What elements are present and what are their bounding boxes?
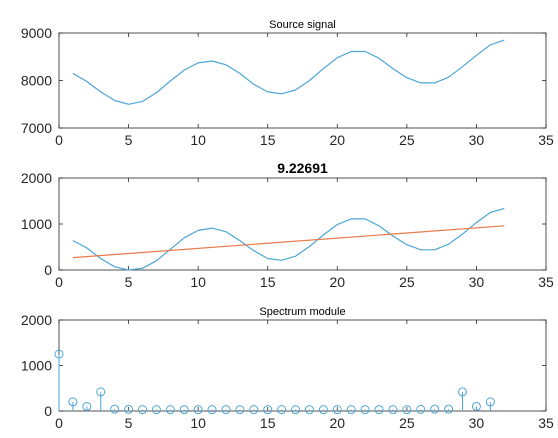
x-tick-label: 0 [55, 415, 63, 431]
stem-marker [263, 405, 273, 415]
x-tick-label: 25 [399, 274, 415, 290]
stem-marker [346, 405, 356, 415]
x-tick-label: 20 [329, 132, 345, 148]
y-tick-label: 1000 [21, 358, 52, 374]
stem-marker [68, 397, 78, 407]
axes-box [58, 177, 547, 271]
stem-marker [207, 405, 217, 415]
stem-marker [96, 387, 106, 397]
chart-title: Source signal [269, 19, 336, 31]
stem-marker [221, 405, 231, 415]
axes-panel-2: 9.22691 0 5 10 15 20 25 30 35 0 1000 2000 [21, 160, 554, 290]
stem-marker [318, 405, 328, 415]
chart-title: Spectrum module [259, 306, 345, 318]
stem-marker [249, 405, 259, 415]
stem-marker [430, 404, 440, 414]
stem-marker [291, 405, 301, 415]
stem-marker [124, 404, 134, 414]
x-tick-label: 15 [260, 274, 276, 290]
stem-marker [277, 405, 287, 415]
y-tick-label: 1000 [21, 216, 52, 232]
stem-marker [402, 405, 412, 415]
stem-marker [458, 387, 468, 397]
axes-box [58, 319, 547, 412]
x-tick-label: 10 [190, 274, 206, 290]
x-tick-label: 5 [125, 415, 133, 431]
stem-marker [471, 401, 481, 411]
x-tick-label: 0 [55, 132, 63, 148]
series-line-2 [72, 225, 505, 259]
x-tick-label: 30 [469, 274, 485, 290]
stem-marker [360, 405, 370, 415]
stem-marker [110, 404, 120, 414]
axes-panel-3: Spectrum module 0 5 10 15 20 25 30 35 0 1000 2000 [21, 306, 554, 431]
x-tick-label: 20 [329, 415, 345, 431]
x-tick-label: 30 [469, 415, 485, 431]
axes-panel-1: Source signal 0 5 10 15 20 25 30 35 7000 8000 9000 [21, 19, 554, 148]
y-tick-label: 2000 [21, 170, 52, 186]
x-tick-label: 10 [190, 415, 206, 431]
x-tick-label: 25 [399, 132, 415, 148]
axes-box [58, 32, 547, 129]
x-tick-label: 5 [125, 132, 133, 148]
stem-marker [179, 405, 189, 415]
stem-marker [82, 401, 92, 411]
y-tick-label: 0 [44, 403, 52, 419]
stem-marker [137, 405, 147, 415]
y-tick-label: 9000 [21, 25, 52, 41]
y-tick-label: 0 [44, 262, 52, 278]
x-tick-label: 35 [538, 274, 554, 290]
x-tick-label: 15 [260, 415, 276, 431]
x-tick-label: 10 [190, 132, 206, 148]
stem-marker [151, 405, 161, 415]
y-tick-label: 2000 [21, 312, 52, 328]
series-line-1 [72, 207, 505, 271]
x-tick-label: 20 [329, 274, 345, 290]
stem-marker [485, 397, 495, 407]
stem-marker [332, 405, 342, 415]
stem-marker [165, 405, 175, 415]
y-tick-label: 7000 [21, 120, 52, 136]
series-line-1 [72, 39, 505, 105]
stem-marker [235, 405, 245, 415]
stem-marker [54, 349, 64, 359]
x-tick-label: 25 [399, 415, 415, 431]
x-tick-label: 0 [55, 274, 63, 290]
y-tick-label: 8000 [21, 73, 52, 89]
stem-marker [388, 405, 398, 415]
chart-title: 9.22691 [277, 160, 328, 176]
stem-marker [374, 405, 384, 415]
x-tick-label: 5 [125, 274, 133, 290]
x-tick-label: 30 [469, 132, 485, 148]
stem-marker [444, 404, 454, 414]
stem-marker [416, 404, 426, 414]
x-tick-label: 35 [538, 415, 554, 431]
x-tick-label: 15 [260, 132, 276, 148]
stem-marker [193, 405, 203, 415]
x-tick-label: 35 [538, 132, 554, 148]
stem-marker [304, 405, 314, 415]
